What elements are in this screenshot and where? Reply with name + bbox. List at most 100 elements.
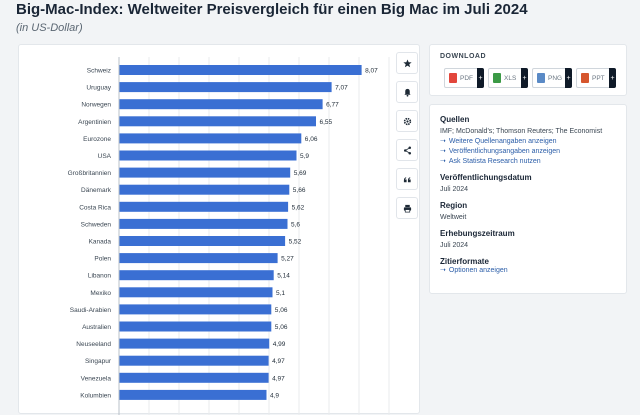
png-file-icon	[537, 73, 545, 83]
settings-button[interactable]	[396, 110, 418, 132]
value-label: 4,99	[273, 341, 286, 348]
category-label: Mexiko	[90, 290, 111, 297]
bar[interactable]	[119, 287, 273, 298]
category-label: Kanada	[89, 239, 112, 246]
arrow-right-icon: ➝	[440, 158, 446, 165]
ppt-file-icon	[581, 73, 589, 83]
arrow-right-icon: ➝	[440, 267, 446, 274]
category-label: Norwegen	[81, 102, 111, 109]
value-label: 8,07	[365, 68, 378, 75]
download-label: PNG	[548, 74, 563, 82]
bar[interactable]	[119, 150, 297, 161]
value-label: 5,27	[281, 256, 294, 263]
category-label: Argentinien	[78, 119, 111, 126]
download-label: XLS	[504, 74, 517, 82]
region-value: Weltweit	[440, 214, 467, 221]
share-button[interactable]	[396, 139, 418, 161]
category-label: Venezuela	[81, 375, 112, 382]
value-label: 5,1	[276, 290, 285, 297]
arrow-right-icon: ➝	[440, 148, 446, 155]
bar[interactable]	[119, 321, 272, 332]
bar[interactable]	[119, 270, 274, 281]
download-label: PPT	[592, 74, 605, 82]
bar[interactable]	[119, 304, 272, 315]
ask-research-link[interactable]: ➝ Ask Statista Research nutzen	[440, 157, 616, 167]
arrow-right-icon: ➝	[440, 138, 446, 145]
value-label: 5,14	[277, 273, 290, 280]
xls-file-icon	[493, 73, 501, 83]
period-label: Erhebungszeitraum	[440, 229, 515, 238]
gear-icon	[403, 117, 411, 125]
category-label: Polen	[94, 256, 111, 263]
bar[interactable]	[119, 65, 362, 75]
plus-icon: +	[565, 68, 572, 88]
value-label: 5,69	[294, 170, 307, 177]
bar-chart: Schweiz 8,07 Uruguay 7,07 Norwegen 6,77 Argent…	[68, 57, 390, 415]
bar[interactable]	[119, 184, 290, 195]
plus-icon: +	[609, 68, 616, 88]
bar[interactable]	[119, 99, 323, 110]
value-label: 5,06	[275, 324, 288, 331]
link-label: Veröffentlichungsangaben anzeigen	[448, 148, 561, 155]
published-value: Juli 2024	[440, 186, 469, 193]
category-label: Uruguay	[86, 85, 111, 92]
value-label: 4,9	[270, 392, 279, 399]
value-label: 4,97	[272, 358, 285, 365]
bar[interactable]	[119, 218, 288, 229]
bar[interactable]	[119, 372, 269, 383]
cite-options-link[interactable]: ➝ Optionen anzeigen	[440, 266, 616, 276]
page-title: Big-Mac-Index: Weltweiter Preisvergleich…	[16, 1, 528, 18]
download-png-button[interactable]: PNG +	[532, 68, 572, 88]
category-label: Singapur	[85, 358, 112, 365]
plus-icon: +	[521, 68, 528, 88]
print-button[interactable]	[396, 197, 418, 219]
sources-text: IMF; McDonald's; Thomson Reuters; The Ec…	[440, 128, 603, 135]
favorite-button[interactable]	[396, 52, 418, 74]
category-label: Dänemark	[81, 187, 112, 194]
bar[interactable]	[119, 355, 269, 366]
category-label: Libanon	[88, 273, 112, 280]
more-sources-link[interactable]: ➝ Weitere Quellenangaben anzeigen	[440, 137, 616, 147]
bar[interactable]	[119, 133, 302, 144]
category-label: Saudi-Arabien	[70, 307, 112, 314]
info-panel: Quellen IMF; McDonald's; Thomson Reuters…	[429, 104, 627, 294]
category-label: Schweiz	[87, 68, 111, 75]
download-pdf-button[interactable]: PDF +	[444, 68, 484, 88]
share-icon	[403, 146, 411, 154]
category-label: Neuseeland	[76, 341, 111, 348]
bar[interactable]	[119, 201, 289, 212]
cite-button[interactable]	[396, 168, 418, 190]
chart-card: Schweiz 8,07 Uruguay 7,07 Norwegen 6,77 Argent…	[18, 44, 420, 415]
bar[interactable]	[119, 116, 317, 127]
download-xls-button[interactable]: XLS +	[488, 68, 528, 88]
value-label: 5,06	[275, 307, 288, 314]
category-label: Großbritannien	[68, 170, 112, 177]
value-label: 5,52	[289, 239, 302, 246]
bar[interactable]	[119, 167, 291, 178]
chart-toolbar	[396, 52, 418, 226]
region-label: Region	[440, 201, 468, 210]
value-label: 6,06	[305, 136, 318, 143]
value-label: 5,6	[291, 221, 300, 228]
value-label: 6,77	[326, 102, 339, 109]
category-label: Kolumbien	[80, 392, 111, 399]
bar[interactable]	[119, 82, 332, 93]
print-icon	[403, 204, 411, 212]
download-ppt-button[interactable]: PPT +	[576, 68, 616, 88]
publication-info-link[interactable]: ➝ Veröffentlichungsangaben anzeigen	[440, 147, 616, 157]
link-label: Optionen anzeigen	[448, 267, 508, 274]
pdf-file-icon	[449, 73, 457, 83]
bar[interactable]	[119, 236, 286, 246]
value-label: 5,9	[300, 153, 309, 160]
bar[interactable]	[119, 338, 270, 349]
page-subtitle: (in US-Dollar)	[16, 22, 83, 34]
plus-icon: +	[477, 68, 484, 88]
cite-label: Zitierformate	[440, 257, 489, 266]
category-label: Schweden	[81, 221, 112, 228]
bar[interactable]	[119, 389, 267, 400]
value-label: 4,97	[272, 375, 285, 382]
category-label: Eurozone	[83, 136, 111, 143]
value-label: 5,62	[292, 204, 305, 211]
notification-button[interactable]	[396, 81, 418, 103]
bar[interactable]	[119, 253, 278, 264]
